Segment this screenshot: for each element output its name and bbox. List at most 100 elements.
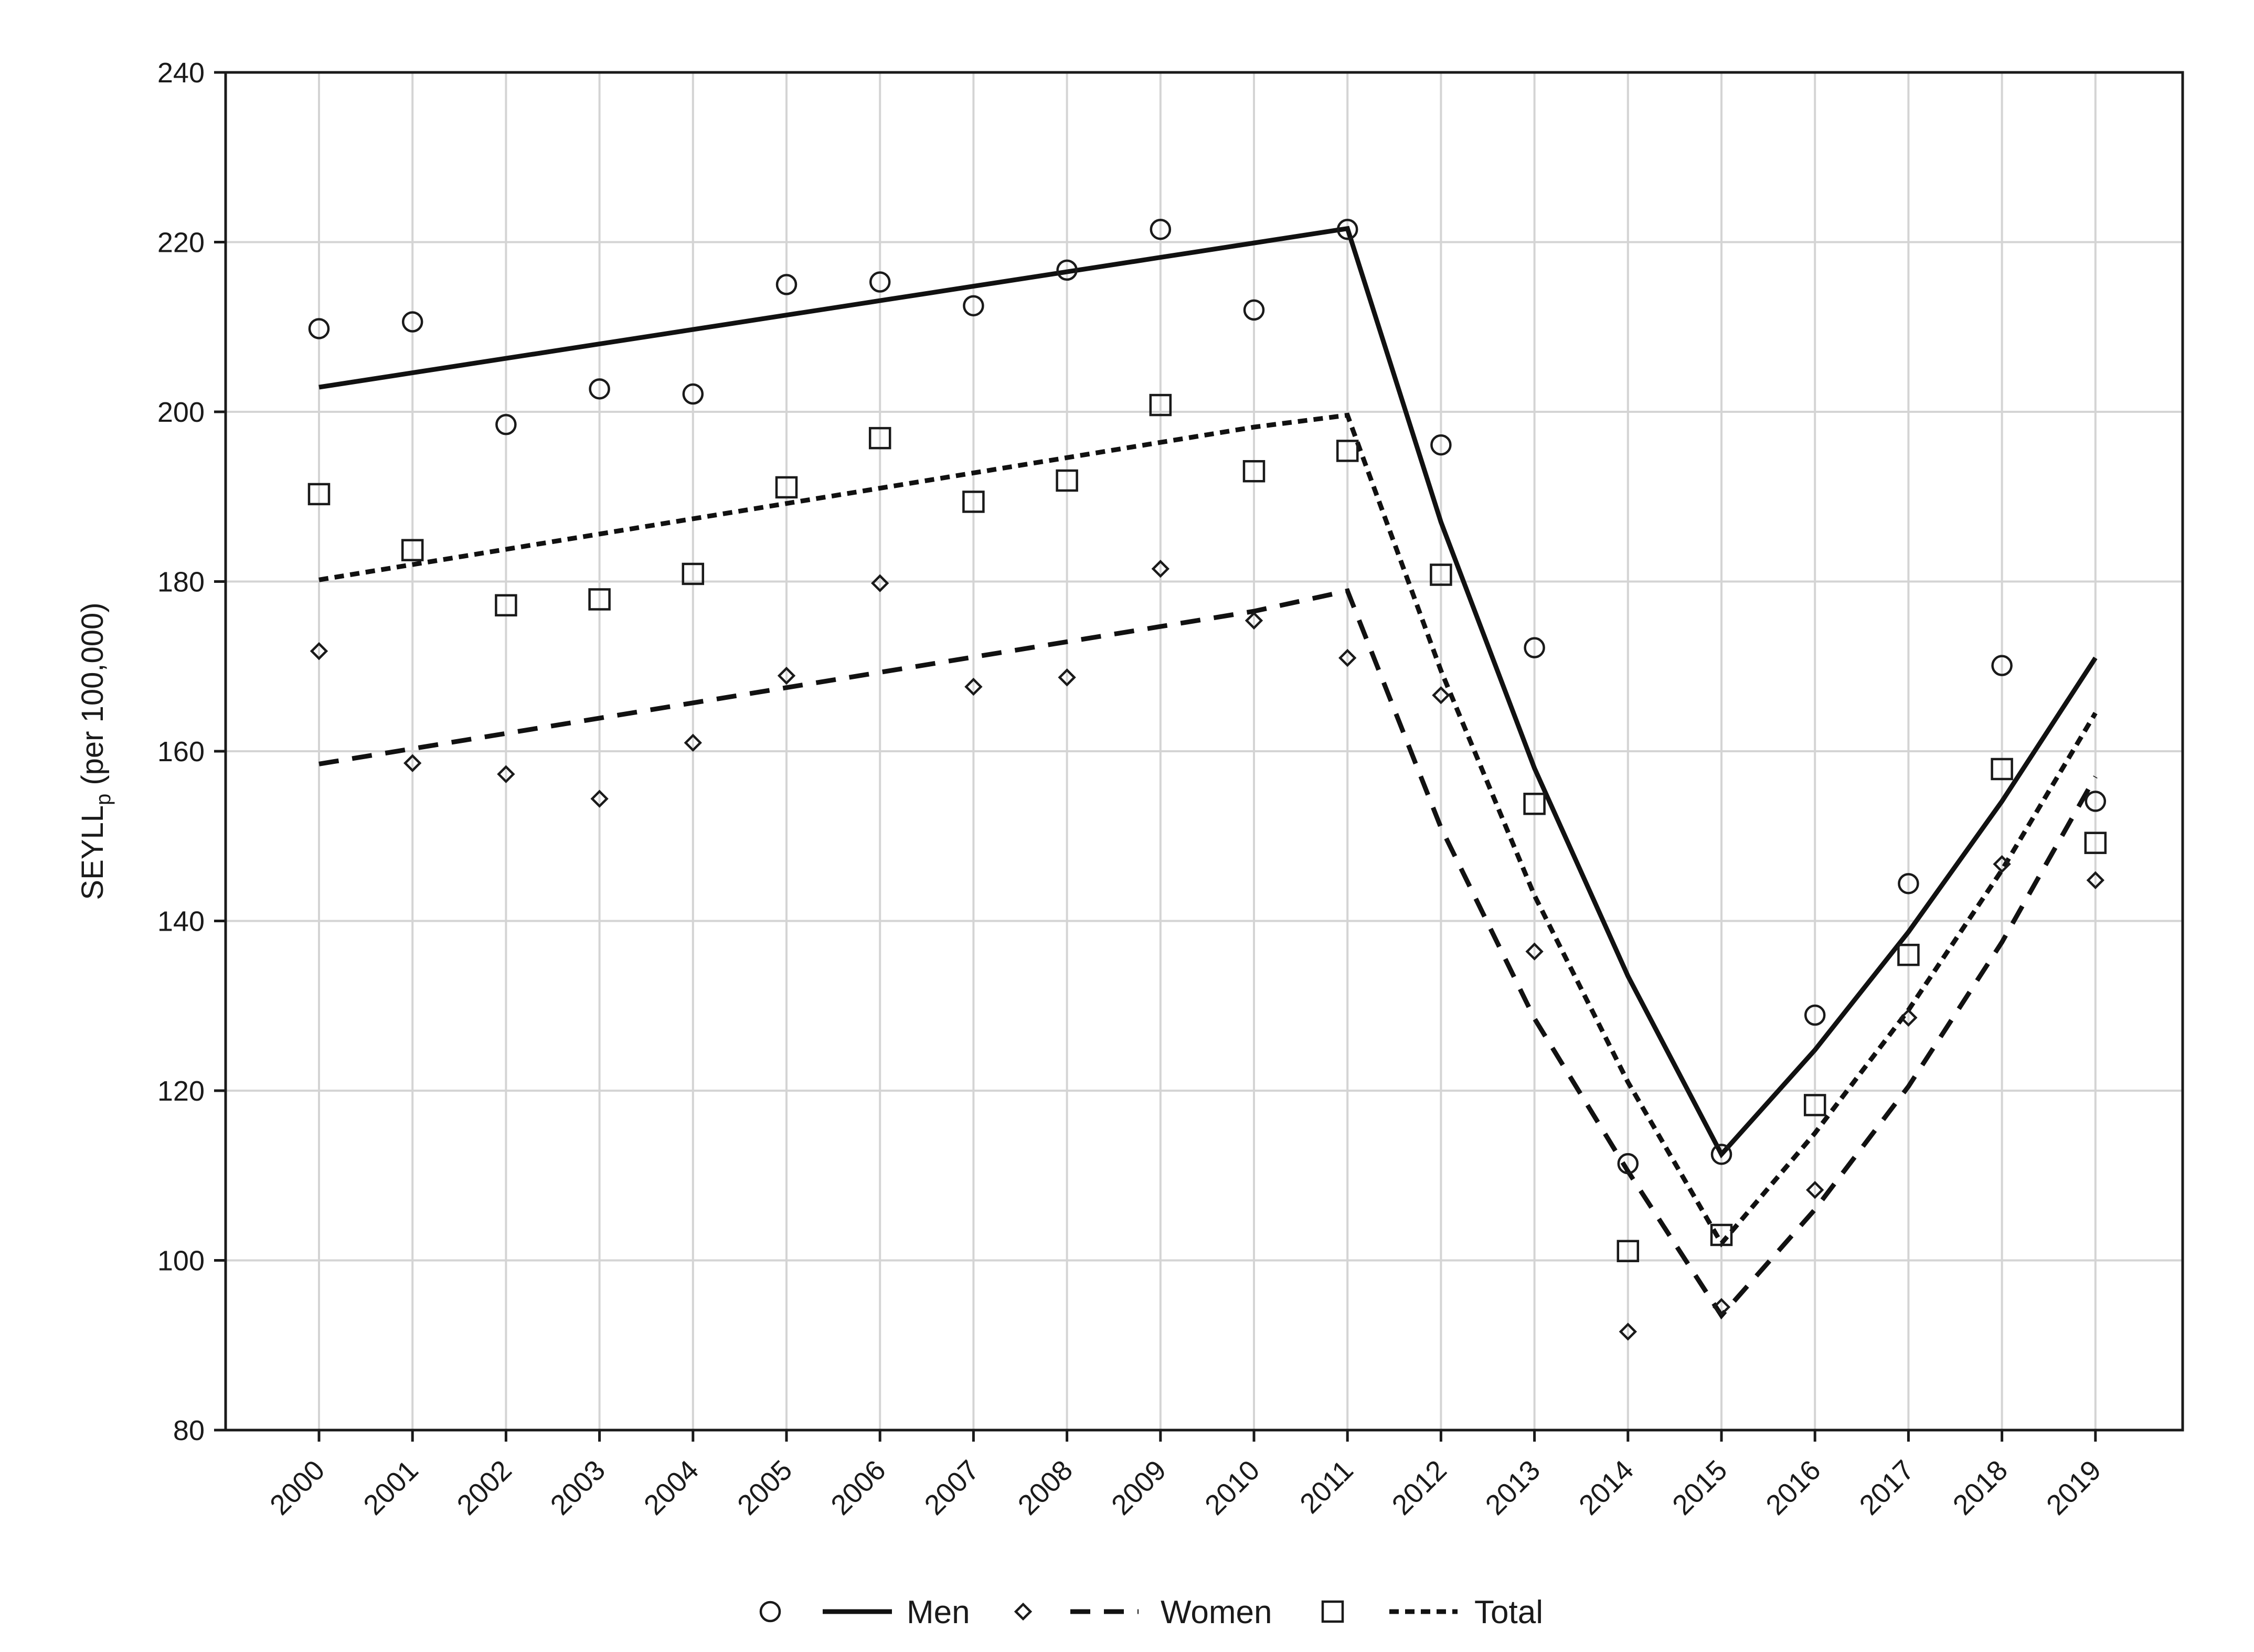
men-data-point <box>1804 1004 1826 1026</box>
x-tick-label: 2018 <box>1947 1454 2014 1521</box>
women-data-point <box>684 733 702 752</box>
x-tick-label: 2007 <box>919 1454 985 1521</box>
axis-labels: 80 100 120 140 160 180 200 220 240 2000 2001 2002 20… <box>76 57 2107 1521</box>
women-data-point <box>1899 1008 1918 1027</box>
men-data-point <box>1336 218 1358 240</box>
total-data-point <box>962 491 985 513</box>
y-axis-label-subscript: p <box>92 794 115 805</box>
men-data-point <box>1617 1153 1639 1175</box>
x-tick-label: 2012 <box>1386 1454 1453 1521</box>
y-tick-label: 200 <box>157 397 205 428</box>
axes <box>214 71 2184 1442</box>
x-tick-label: 2000 <box>264 1454 331 1521</box>
men-data-point <box>1991 655 2013 676</box>
total-data-point <box>495 594 517 617</box>
men-data-point <box>869 271 891 293</box>
y-axis-label-main: SEYLL <box>76 805 110 900</box>
total-data-point <box>1242 460 1266 483</box>
men-data-point <box>401 311 423 333</box>
y-tick-label: 100 <box>157 1245 205 1277</box>
women-data-point <box>1151 560 1169 578</box>
x-tick-label: 2003 <box>545 1454 611 1521</box>
total-data-point <box>1897 943 1920 966</box>
men-data-point <box>1524 637 1545 658</box>
men-data-point <box>1243 299 1265 321</box>
men-data-point <box>2085 791 2107 812</box>
men-data-point <box>1710 1144 1732 1165</box>
y-axis-label-unit: (per 100,000) <box>76 602 110 793</box>
women-data-point <box>1245 611 1263 630</box>
x-tick-label: 2008 <box>1012 1454 1079 1521</box>
total-data-point <box>868 427 891 450</box>
men-data-point <box>682 383 704 405</box>
men-data-point <box>1056 259 1078 281</box>
total-fit-line <box>318 412 2098 1248</box>
data-markers <box>307 218 2107 1341</box>
x-tick-label: 2005 <box>731 1454 798 1521</box>
x-tick-label: 2011 <box>1294 1454 1359 1520</box>
legend-total-marker <box>1321 1600 1344 1623</box>
women-data-point <box>777 666 796 685</box>
women-data-point <box>497 765 515 783</box>
legend-men-label: Men <box>907 1594 970 1630</box>
total-data-point <box>2084 832 2107 854</box>
grid <box>226 72 2183 1430</box>
women-data-point <box>310 642 328 660</box>
y-tick-label: 180 <box>157 567 205 598</box>
y-tick-label: 80 <box>173 1415 205 1446</box>
women-data-point <box>871 574 889 592</box>
x-tick-label: 2010 <box>1199 1454 1266 1521</box>
total-data-point <box>1056 469 1078 492</box>
women-data-point <box>590 790 609 808</box>
total-data-point <box>1523 793 1546 815</box>
x-tick-label: 2001 <box>357 1454 424 1521</box>
women-fit-line <box>318 588 2098 1320</box>
y-tick-label: 220 <box>157 227 205 259</box>
x-tick-label: 2002 <box>451 1454 518 1521</box>
x-tick-label: 2013 <box>1480 1454 1546 1521</box>
x-tick-label: 2015 <box>1666 1454 1733 1521</box>
men-fit-line <box>318 226 2098 1159</box>
women-data-point <box>1993 855 2011 873</box>
total-data-point <box>1803 1094 1826 1116</box>
total-data-point <box>682 562 705 585</box>
men-data-point <box>1898 873 1919 894</box>
y-tick-label: 120 <box>157 1075 205 1107</box>
y-tick-label: 160 <box>157 736 205 768</box>
legend-women-marker <box>1014 1602 1033 1621</box>
total-data-point <box>1991 758 2013 781</box>
men-data-point <box>963 295 984 317</box>
y-axis-label: SEYLLp (per 100,000) <box>76 602 115 900</box>
y-tick-label: 140 <box>157 906 205 937</box>
men-data-point <box>589 378 610 400</box>
fit-lines <box>318 226 2098 1320</box>
total-data-point <box>588 588 611 611</box>
women-data-point <box>1338 648 1357 667</box>
women-data-point <box>2086 871 2104 890</box>
x-tick-label: 2014 <box>1573 1454 1640 1521</box>
women-data-point <box>1712 1298 1731 1316</box>
total-data-point <box>307 483 331 506</box>
women-data-point <box>1619 1323 1637 1341</box>
men-data-point <box>775 274 798 295</box>
x-tick-label: 2009 <box>1105 1454 1172 1521</box>
women-data-point <box>1806 1181 1824 1199</box>
men-data-point <box>495 414 517 435</box>
x-tick-label: 2019 <box>2040 1454 2107 1521</box>
men-data-point <box>1430 434 1452 456</box>
women-data-point <box>1525 942 1544 961</box>
men-data-point <box>1150 218 1172 240</box>
x-tick-label: 2006 <box>825 1454 891 1521</box>
total-data-point <box>1710 1223 1733 1246</box>
legend-total-label: Total <box>1474 1594 1543 1630</box>
x-tick-label: 2004 <box>638 1454 705 1521</box>
x-tick-label: 2016 <box>1760 1454 1826 1521</box>
women-data-point <box>964 677 983 696</box>
total-data-point <box>1430 563 1452 586</box>
women-data-point <box>403 754 422 772</box>
total-data-point <box>1617 1240 1640 1262</box>
legend: Men Women Total <box>759 1594 1543 1630</box>
legend-women-label: Women <box>1161 1594 1272 1630</box>
